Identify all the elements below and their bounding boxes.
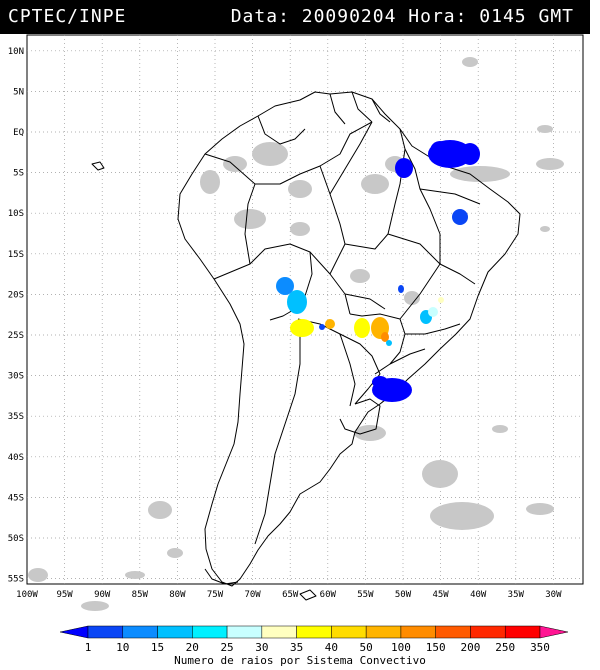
latitude-label: 15S <box>8 250 24 260</box>
colorbar-swatch <box>365 625 402 639</box>
colorbar-canvas: 1 10 15 20 25 30 35 40 50 100 150 200 250 350 <box>59 625 569 654</box>
longitude-label: 80W <box>169 590 186 600</box>
latitude-label: 10S <box>8 209 24 219</box>
colorbar-tick-label: 200 <box>461 641 481 654</box>
colorbar-swatch <box>261 625 297 639</box>
colorbar-swatch <box>296 625 332 639</box>
longitude-label: 100W <box>16 590 38 600</box>
date-time-label: Data: 20090204 Hora: 0145 GMT <box>230 6 574 27</box>
colorbar-swatch <box>59 625 89 639</box>
colorbar-swatch <box>192 625 228 639</box>
colorbar-tick-label: 25 <box>220 641 233 654</box>
colorbar-tick-label: 40 <box>325 641 338 654</box>
longitude-label: 60W <box>320 590 337 600</box>
longitude-label: 50W <box>395 590 412 600</box>
longitude-label: 65W <box>282 590 299 600</box>
longitude-label: 90W <box>94 590 111 600</box>
latitude-label: 50S <box>8 534 24 544</box>
longitude-labels: 100W 95W 90W 85W 80W 75W 70W 65W 60W 55W 50W 45W 40W… <box>16 590 562 600</box>
colorbar-tick-label: 10 <box>116 641 129 654</box>
cloud-cover <box>28 57 564 611</box>
latitude-label: 55S <box>8 575 24 585</box>
longitude-label: 85W <box>132 590 149 600</box>
colorbar-swatch <box>470 625 506 639</box>
map-panel: 10N 5N EQ 5S 10S 15S 20S 25S 30S 35S 40S 45S 50S 55S … <box>0 34 600 618</box>
colorbar-tick-label: 50 <box>360 641 373 654</box>
latitude-label: 45S <box>8 493 24 503</box>
latitude-label: 5N <box>13 87 24 97</box>
latitude-label: EQ <box>13 128 24 138</box>
longitude-label: 70W <box>244 590 261 600</box>
longitude-label: 45W <box>432 590 449 600</box>
latitude-label: 40S <box>8 453 24 463</box>
colorbar-segments <box>59 625 569 639</box>
convective-systems <box>276 140 480 402</box>
colorbar-tick-label: 350 <box>530 641 550 654</box>
colorbar: 1 10 15 20 25 30 35 40 50 100 150 200 250 350 <box>0 624 600 658</box>
longitude-label: 30W <box>545 590 562 600</box>
colorbar-swatch <box>331 625 367 639</box>
longitude-label: 95W <box>56 590 73 600</box>
colorbar-tick-label: 20 <box>186 641 199 654</box>
graticule <box>27 35 583 584</box>
colorbar-swatch <box>122 625 158 639</box>
colorbar-swatch <box>435 625 471 639</box>
colorbar-swatch <box>504 625 541 639</box>
latitude-label: 30S <box>8 372 24 382</box>
colorbar-swatch <box>539 625 569 639</box>
colorbar-title: Numero de raios por Sistema Convectivo <box>174 654 426 667</box>
map-canvas: 10N5NEQ5S10S15S20S25S30S35S40S45S50S55S … <box>8 34 584 611</box>
title-bar: CPTEC/INPE Data: 20090204 Hora: 0145 GMT <box>0 0 590 34</box>
latitude-label: 35S <box>8 412 24 422</box>
colorbar-tick-label: 1 <box>85 641 92 654</box>
longitude-label: 35W <box>508 590 525 600</box>
colorbar-tick-label: 100 <box>391 641 411 654</box>
colorbar-swatch <box>157 625 193 639</box>
colorbar-tick-label: 30 <box>255 641 268 654</box>
longitude-label: 75W <box>207 590 224 600</box>
org-label: CPTEC/INPE <box>8 6 127 27</box>
longitude-label: 55W <box>357 590 374 600</box>
map-frame <box>26 34 584 585</box>
longitude-label: 40W <box>470 590 487 600</box>
colorbar-swatch <box>400 625 436 639</box>
latitude-label: 10N <box>8 47 24 57</box>
latitude-labels: 10N 5N EQ 5S 10S 15S 20S 25S 30S 35S 40S 45S 50S 55S <box>8 47 24 585</box>
colorbar-tick-label: 35 <box>290 641 303 654</box>
colorbar-tick-label: 150 <box>426 641 446 654</box>
latitude-label: 20S <box>8 290 24 300</box>
colorbar-tick-label: 250 <box>495 641 515 654</box>
colorbar-swatch <box>226 625 263 639</box>
colorbar-tick-label: 15 <box>151 641 164 654</box>
colorbar-swatch <box>87 625 124 639</box>
colorbar-labels: 1 10 15 20 25 30 35 40 50 100 150 200 250 350 <box>85 641 550 654</box>
latitude-label: 5S <box>13 169 24 179</box>
latitude-label: 25S <box>8 331 24 341</box>
